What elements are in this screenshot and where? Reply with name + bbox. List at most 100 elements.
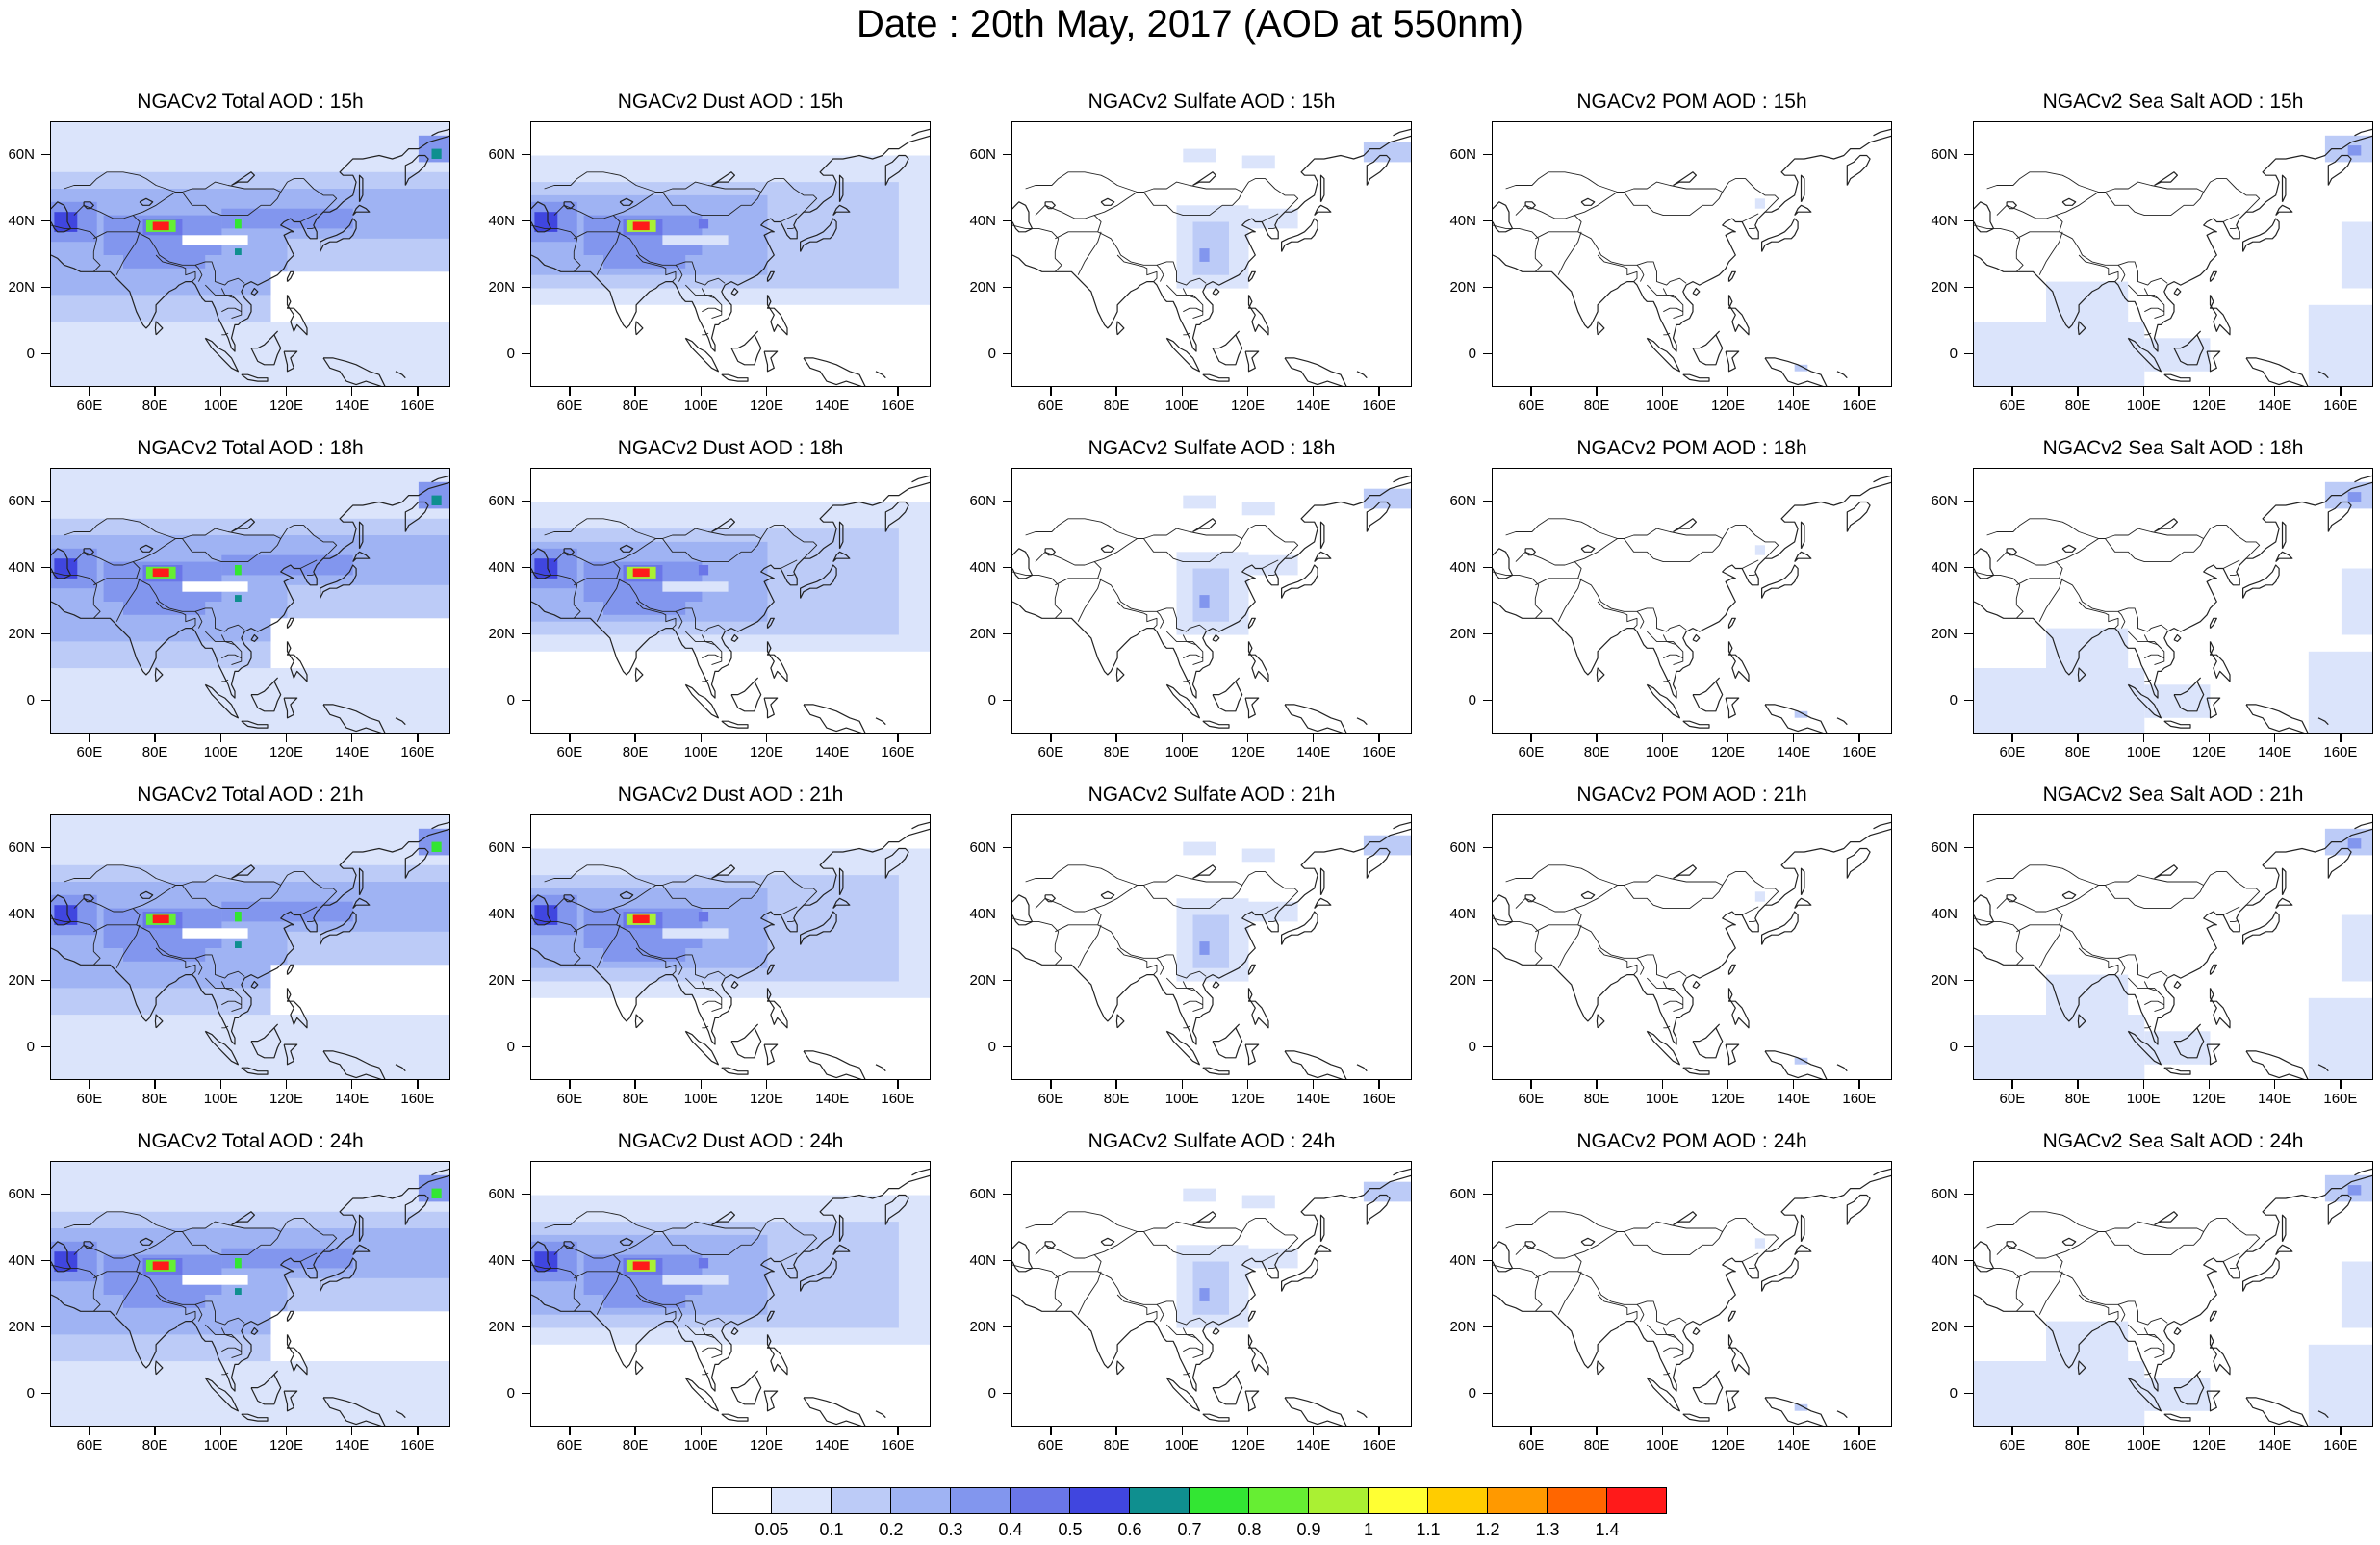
lon-tick-label: 140E xyxy=(2258,1091,2292,1107)
lon-tick-label: 100E xyxy=(2126,1091,2161,1107)
lon-tick xyxy=(1661,734,1664,742)
aod-map xyxy=(50,814,450,1080)
aod-map xyxy=(1973,814,2373,1080)
lon-tick-label: 80E xyxy=(2064,1091,2091,1107)
lon-tick xyxy=(1115,1427,1117,1435)
colorbar-label: 1 xyxy=(1363,1520,1373,1539)
lon-tick-label: 100E xyxy=(2126,398,2161,414)
lon-tick xyxy=(1530,1427,1532,1435)
lat-tick-label: 40N xyxy=(969,1251,996,1269)
lon-tick-label: 100E xyxy=(203,1437,238,1454)
map-panel-seasalt-15h: NGACv2 Sea Salt AOD : 15h 60N 40N 20N 0 60E 80… xyxy=(1915,87,2380,425)
lat-tick-label: 0 xyxy=(1949,1038,1958,1055)
lat-tick xyxy=(41,1045,50,1048)
aod-map xyxy=(530,468,931,734)
lat-tick-label: 20N xyxy=(1931,278,1958,296)
lat-tick xyxy=(522,1045,530,1048)
lon-tick-label: 120E xyxy=(1230,398,1266,414)
lon-tick-label: 140E xyxy=(815,398,850,414)
lon-tick xyxy=(1378,1427,1380,1435)
aod-map xyxy=(1492,121,1892,387)
lat-tick xyxy=(1483,699,1492,702)
lon-tick xyxy=(417,1427,419,1435)
lon-tick-label: 80E xyxy=(622,1437,649,1454)
lat-tick-label: 0 xyxy=(987,1384,996,1402)
lon-tick-label: 60E xyxy=(1999,398,2026,414)
lon-tick-label: 60E xyxy=(1037,744,1064,760)
aod-map xyxy=(1492,1161,1892,1427)
lon-tick-label: 160E xyxy=(881,1091,915,1107)
lon-tick-label: 160E xyxy=(400,744,435,760)
lon-tick-label: 100E xyxy=(1645,398,1679,414)
lon-tick xyxy=(1727,1080,1729,1089)
lon-tick xyxy=(1596,1080,1598,1089)
lon-tick xyxy=(417,387,419,396)
lon-tick xyxy=(1378,734,1380,742)
colorbar-label: 0.9 xyxy=(1296,1520,1321,1539)
lon-tick-label: 60E xyxy=(76,1437,103,1454)
lon-tick xyxy=(700,1427,703,1435)
lon-tick-label: 120E xyxy=(1710,1437,1746,1454)
lat-tick xyxy=(41,1392,50,1395)
lat-tick xyxy=(522,352,530,355)
lon-tick xyxy=(219,1427,222,1435)
lat-tick-label: 20N xyxy=(1449,278,1476,296)
lat-tick-label: 20N xyxy=(8,971,35,989)
aod-field xyxy=(1012,815,1411,1079)
lat-tick-label: 20N xyxy=(1449,625,1476,642)
lat-tick xyxy=(1964,632,1973,635)
lon-tick-label: 80E xyxy=(1103,398,1130,414)
lat-tick xyxy=(1483,979,1492,982)
lat-tick xyxy=(1483,286,1492,289)
lon-tick-label: 80E xyxy=(1583,744,1610,760)
lat-tick xyxy=(1003,566,1011,569)
colorbar-swatch xyxy=(1130,1487,1190,1514)
aod-field xyxy=(1493,1162,1891,1426)
lat-tick xyxy=(1964,846,1973,849)
lon-tick-label: 160E xyxy=(400,1091,435,1107)
panel-title: NGACv2 Sulfate AOD : 15h xyxy=(1088,90,1336,113)
lon-tick xyxy=(2077,387,2079,396)
lon-tick-label: 140E xyxy=(1296,1437,1331,1454)
aod-field xyxy=(1012,469,1411,733)
lat-tick-label: 40N xyxy=(488,212,515,229)
lat-tick xyxy=(1964,979,1973,982)
lon-tick-label: 160E xyxy=(2323,1437,2358,1454)
lon-tick xyxy=(1181,1080,1184,1089)
map-panel-pom-24h: NGACv2 POM AOD : 24h 60N 40N 20N 0 60E 80E 100E… xyxy=(1434,1126,1911,1465)
lat-tick xyxy=(1964,352,1973,355)
lon-tick xyxy=(89,734,90,742)
lon-tick xyxy=(831,387,833,396)
lat-tick-label: 60N xyxy=(488,145,515,163)
lon-tick-label: 60E xyxy=(1999,1091,2026,1107)
lon-tick xyxy=(2340,734,2342,742)
map-panel-dust-21h: NGACv2 Dust AOD : 21h 60N 40N 20N 0 60E 80E 100… xyxy=(473,780,950,1119)
lat-tick-label: 20N xyxy=(488,1318,515,1335)
lon-tick-label: 120E xyxy=(2191,398,2227,414)
lon-tick-label: 60E xyxy=(1037,398,1064,414)
lat-tick-label: 20N xyxy=(969,1318,996,1335)
lon-tick xyxy=(1727,1427,1729,1435)
lon-tick-label: 60E xyxy=(1037,1437,1064,1454)
lat-tick-label: 0 xyxy=(987,1038,996,1055)
lat-tick-label: 40N xyxy=(8,212,35,229)
lon-tick xyxy=(2011,734,2013,742)
panel-title: NGACv2 Total AOD : 15h xyxy=(137,90,364,113)
lon-tick-label: 120E xyxy=(1230,1437,1266,1454)
lon-tick xyxy=(1858,734,1860,742)
lon-tick xyxy=(2011,1080,2013,1089)
panel-title: NGACv2 Dust AOD : 24h xyxy=(617,1130,844,1152)
map-panel-sulfate-21h: NGACv2 Sulfate AOD : 21h 60N 40N 20N 0 60E 80E… xyxy=(954,780,1431,1119)
lat-tick xyxy=(1483,500,1492,502)
lat-tick xyxy=(41,1193,50,1196)
lat-tick-label: 60N xyxy=(1931,492,1958,509)
lon-tick-label: 80E xyxy=(141,398,168,414)
panel-title: NGACv2 Sulfate AOD : 18h xyxy=(1088,437,1336,459)
map-panel-dust-24h: NGACv2 Dust AOD : 24h 60N 40N 20N 0 60E 80E 100… xyxy=(473,1126,950,1465)
aod-field xyxy=(51,122,449,386)
lat-tick xyxy=(1483,632,1492,635)
lon-tick-label: 80E xyxy=(1103,744,1130,760)
lat-tick xyxy=(522,500,530,502)
map-panel-sulfate-15h: NGACv2 Sulfate AOD : 15h 60N 40N 20N 0 60E 80E… xyxy=(954,87,1431,425)
lat-tick xyxy=(1964,566,1973,569)
